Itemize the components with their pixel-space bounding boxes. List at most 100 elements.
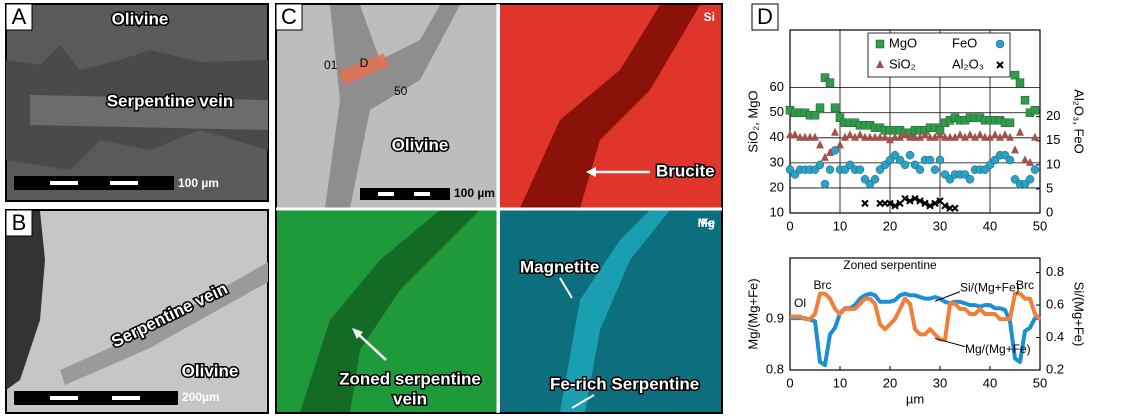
- marker: [911, 194, 919, 203]
- marker: [815, 103, 825, 112]
- map-element: Mg: [698, 216, 715, 230]
- y-tick-label: 30: [770, 154, 784, 169]
- marker: [901, 194, 909, 203]
- marker: [936, 130, 944, 139]
- marker: [826, 147, 834, 156]
- arrow-head: [352, 328, 363, 339]
- marker: [996, 132, 1004, 141]
- arrow: [559, 277, 573, 299]
- marker: [1016, 127, 1024, 136]
- y2-tick-label: 0.6: [1046, 297, 1064, 312]
- vein-band: [30, 95, 268, 130]
- marker: [995, 39, 1005, 49]
- map-element: Si: [704, 10, 715, 24]
- scale-bar-tick: [112, 396, 140, 400]
- marker: [915, 165, 925, 174]
- marker: [916, 197, 924, 205]
- marker: [921, 130, 929, 139]
- y2-tick-label: 0.4: [1046, 329, 1064, 344]
- panel-label-box: [275, 3, 303, 31]
- marker: [996, 61, 1004, 69]
- y-tick-label: 0.8: [766, 361, 784, 376]
- profile-end: 50: [394, 84, 408, 98]
- marker: [901, 130, 909, 139]
- marker: [861, 199, 869, 208]
- marker: [1010, 70, 1020, 80]
- profile-label: D: [360, 56, 369, 70]
- vein-shape: [325, 5, 460, 208]
- y-tick-label: 20: [770, 179, 784, 194]
- marker: [830, 103, 840, 112]
- vein-shape: [60, 262, 268, 385]
- x-tick-label: 40: [983, 375, 997, 390]
- marker: [900, 160, 910, 170]
- marker: [926, 202, 934, 210]
- marker: [815, 160, 825, 170]
- marker: [1026, 157, 1034, 166]
- marker: [986, 132, 994, 141]
- x-tick-label: 10: [833, 218, 847, 233]
- annotation: Ol: [794, 296, 806, 310]
- map-element: Fe: [701, 216, 715, 230]
- x-axis-label: µm: [906, 391, 924, 406]
- y-tick-label: 60: [770, 79, 784, 94]
- marker: [856, 130, 864, 139]
- marker: [976, 130, 984, 139]
- x-tick-label: 50: [1033, 218, 1047, 233]
- marker: [846, 130, 854, 139]
- scale-bar-tick: [50, 181, 78, 185]
- marker: [870, 175, 880, 184]
- marker: [956, 130, 964, 139]
- x-tick-label: 0: [786, 375, 793, 390]
- profile-start: 01: [324, 58, 338, 72]
- marker: [1015, 78, 1025, 87]
- marker: [1020, 95, 1030, 105]
- marker: [881, 132, 889, 141]
- marker: [1005, 155, 1015, 165]
- marker: [1031, 132, 1039, 141]
- y-tick-label: 10: [770, 204, 784, 219]
- marker: [916, 132, 924, 141]
- panel-label-box: [5, 3, 33, 31]
- marker: [1011, 145, 1019, 154]
- marker: [831, 127, 839, 136]
- marker: [1005, 118, 1015, 128]
- annotation: Brucite: [656, 161, 715, 180]
- marker: [971, 132, 979, 141]
- y2-tick-label: 5: [1046, 180, 1053, 195]
- profile-box: [339, 53, 389, 85]
- marker: [935, 155, 945, 165]
- marker: [965, 175, 975, 184]
- marker: [791, 130, 799, 139]
- marker: [810, 110, 820, 120]
- scale-label: 100 µm: [178, 176, 219, 190]
- x-tick-label: 50: [1033, 375, 1047, 390]
- y2-tick-label: 15: [1046, 132, 1060, 147]
- marker: [886, 135, 894, 144]
- annotation: Brc: [1016, 278, 1034, 292]
- y2-tick-label: 10: [1046, 156, 1060, 171]
- legend-label: MgO: [889, 35, 917, 50]
- marker: [896, 132, 904, 141]
- marker: [966, 130, 974, 139]
- map-feature: [560, 210, 670, 412]
- y2-axis-label: Al₂O₃, FeO: [1072, 89, 1087, 154]
- y2-axis-label: Si/(Mg+Fe): [1072, 282, 1087, 347]
- annotation: Serpentine vein: [107, 91, 234, 110]
- marker: [825, 78, 835, 87]
- marker: [811, 132, 819, 141]
- series-line: [790, 291, 1042, 342]
- arrow: [571, 394, 595, 409]
- y-axis-label: SiO₂, MgO: [745, 90, 760, 152]
- plot-frame: [789, 257, 1041, 371]
- dark-region: [6, 211, 45, 390]
- y-tick-label: 40: [770, 129, 784, 144]
- y2-tick-label: 0: [1046, 204, 1053, 219]
- x-tick-label: 0: [786, 218, 793, 233]
- scale-bar-tick: [110, 181, 138, 185]
- panel-label-box: [5, 209, 33, 237]
- panel-b: B Serpentine vein Olivine 200µm: [5, 209, 269, 414]
- marker: [820, 179, 830, 189]
- marker: [905, 150, 915, 160]
